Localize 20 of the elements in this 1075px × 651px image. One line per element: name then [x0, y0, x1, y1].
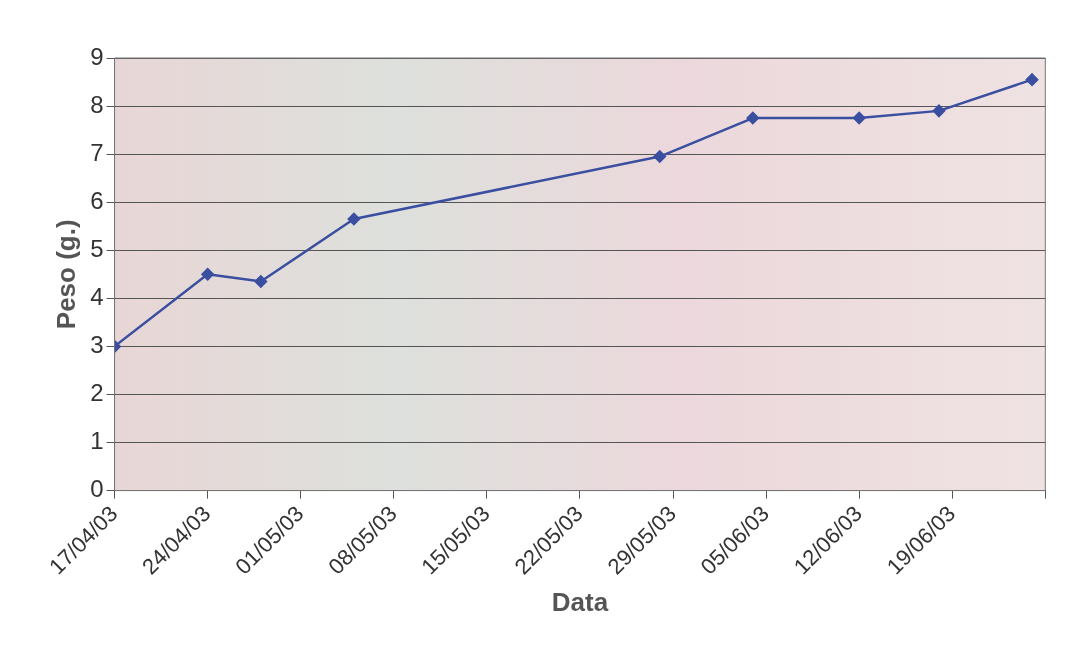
point	[347, 212, 361, 226]
point	[1025, 73, 1039, 86]
y-axis-title: Peso (g.)	[50, 219, 81, 330]
y-tick-label: 7	[90, 138, 104, 166]
point	[746, 111, 760, 125]
point	[254, 275, 268, 288]
y-tick-label: 0	[90, 475, 104, 503]
y-tick-label: 1	[90, 427, 104, 455]
y-tick-label: 5	[90, 234, 104, 262]
x-axis-title: Data	[551, 586, 609, 617]
y-tick-label: 6	[90, 186, 104, 214]
y-tick-label: 4	[90, 282, 104, 310]
y-tick-label: 3	[90, 331, 104, 359]
y-tick-label: 9	[90, 42, 104, 70]
point	[653, 150, 666, 163]
y-tick-label: 2	[90, 379, 104, 407]
point	[852, 111, 866, 125]
y-tick-label: 8	[90, 90, 104, 118]
point	[932, 104, 946, 118]
point	[201, 268, 214, 281]
